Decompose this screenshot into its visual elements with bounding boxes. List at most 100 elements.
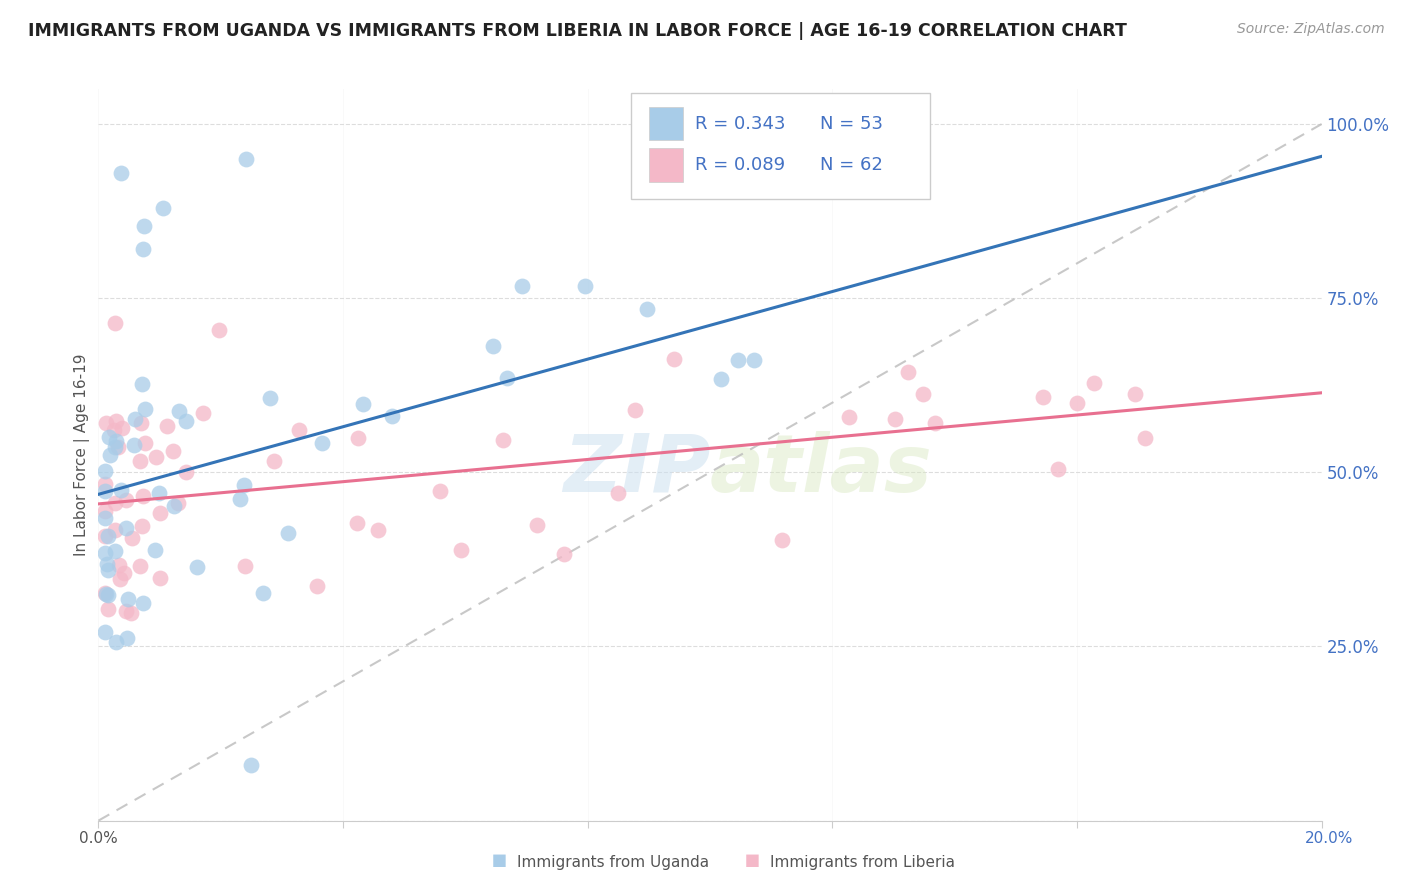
- Point: [105, 635, 128, 649]
- Point: [884, 412, 907, 426]
- Text: ▪: ▪: [491, 848, 508, 872]
- Text: R = 0.343: R = 0.343: [696, 114, 786, 133]
- Point: [526, 517, 548, 532]
- Point: [174, 414, 197, 428]
- Point: [664, 351, 686, 366]
- Point: [233, 559, 256, 574]
- Point: [104, 496, 127, 510]
- Point: [240, 758, 263, 772]
- Point: [110, 483, 132, 497]
- Point: [744, 353, 766, 368]
- Point: [259, 391, 281, 405]
- Point: [191, 406, 214, 420]
- Text: 20.0%: 20.0%: [1305, 831, 1353, 846]
- Point: [131, 376, 153, 391]
- Point: [96, 557, 118, 571]
- Point: [128, 558, 150, 573]
- Point: [108, 558, 131, 573]
- Point: [111, 421, 134, 435]
- Point: [145, 450, 167, 465]
- Point: [770, 533, 793, 547]
- Point: [510, 279, 533, 293]
- Point: [727, 353, 749, 368]
- Point: [897, 365, 920, 379]
- FancyBboxPatch shape: [630, 93, 931, 199]
- Point: [169, 404, 191, 418]
- Point: [624, 403, 647, 417]
- Point: [574, 278, 596, 293]
- Point: [367, 523, 389, 537]
- Point: [311, 435, 333, 450]
- Point: [149, 571, 172, 585]
- Text: Source: ZipAtlas.com: Source: ZipAtlas.com: [1237, 22, 1385, 37]
- Point: [186, 559, 208, 574]
- Point: [492, 433, 515, 447]
- Point: [93, 464, 115, 478]
- Point: [152, 201, 174, 215]
- Point: [104, 523, 127, 537]
- Point: [115, 631, 138, 645]
- Point: [134, 219, 156, 234]
- Point: [94, 587, 117, 601]
- Point: [636, 301, 658, 316]
- Point: [482, 339, 505, 353]
- Y-axis label: In Labor Force | Age 16-19: In Labor Force | Age 16-19: [75, 353, 90, 557]
- Point: [252, 586, 274, 600]
- Point: [450, 542, 472, 557]
- Point: [131, 519, 153, 533]
- Point: [115, 493, 138, 508]
- Point: [1047, 462, 1070, 476]
- FancyBboxPatch shape: [650, 148, 683, 182]
- Point: [148, 485, 170, 500]
- Point: [163, 499, 186, 513]
- Point: [122, 437, 145, 451]
- Point: [103, 423, 125, 437]
- Point: [93, 484, 115, 499]
- Point: [1123, 387, 1146, 401]
- Point: [93, 529, 115, 543]
- Point: [115, 521, 138, 535]
- Text: N = 62: N = 62: [820, 156, 883, 174]
- Point: [208, 323, 231, 337]
- Point: [132, 489, 155, 503]
- Point: [112, 566, 135, 580]
- Point: [496, 371, 519, 385]
- Point: [838, 410, 860, 425]
- Point: [124, 412, 146, 426]
- Text: R = 0.089: R = 0.089: [696, 156, 786, 174]
- Point: [167, 496, 190, 510]
- Point: [606, 486, 628, 500]
- Point: [97, 563, 120, 577]
- Point: [429, 484, 451, 499]
- Text: atlas: atlas: [710, 431, 932, 508]
- Point: [553, 548, 575, 562]
- Point: [93, 510, 115, 524]
- Point: [710, 372, 733, 386]
- Point: [129, 417, 152, 431]
- Point: [1066, 395, 1088, 409]
- Text: N = 53: N = 53: [820, 114, 883, 133]
- Point: [277, 526, 299, 541]
- Point: [228, 491, 250, 506]
- Point: [143, 542, 166, 557]
- Point: [104, 543, 127, 558]
- Point: [1083, 376, 1105, 391]
- Point: [110, 166, 132, 180]
- Text: Immigrants from Uganda: Immigrants from Uganda: [517, 855, 710, 870]
- Point: [134, 436, 156, 450]
- Point: [232, 477, 254, 491]
- Point: [235, 152, 257, 166]
- Point: [346, 516, 368, 531]
- Point: [288, 423, 311, 437]
- Point: [97, 602, 120, 616]
- Point: [1133, 432, 1156, 446]
- Text: Immigrants from Liberia: Immigrants from Liberia: [770, 855, 956, 870]
- Point: [263, 454, 285, 468]
- Point: [98, 430, 121, 444]
- Text: ZIP: ZIP: [562, 431, 710, 508]
- Point: [162, 443, 184, 458]
- Point: [105, 414, 128, 428]
- Point: [105, 434, 128, 448]
- Point: [132, 243, 155, 257]
- Point: [93, 546, 115, 560]
